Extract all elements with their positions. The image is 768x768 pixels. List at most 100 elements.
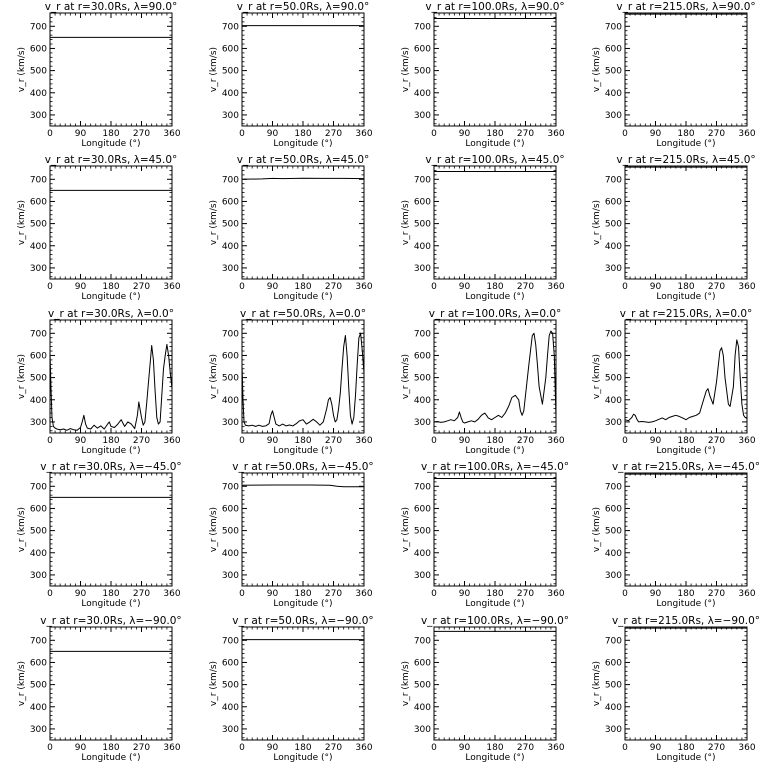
plot-frame [49, 12, 173, 127]
x-axis-label: Longitude (°) [273, 599, 332, 609]
y-tick-label: 500 [414, 220, 431, 230]
x-tick-label: 360 [547, 436, 564, 446]
y-tick-label: 700 [414, 22, 431, 32]
y-tick-label: 700 [30, 22, 47, 32]
plot-frame [624, 626, 748, 741]
x-tick-label: 90 [267, 436, 279, 446]
x-tick-label: 270 [133, 589, 150, 599]
x-tick-label: 180 [102, 282, 119, 292]
y-tick-label: 300 [605, 111, 622, 121]
y-tick-label: 600 [605, 504, 622, 514]
y-tick-label: 500 [605, 220, 622, 230]
x-tick-label: 360 [355, 589, 372, 599]
x-axis-label: Longitude (°) [81, 599, 140, 609]
y-tick-label: 600 [414, 197, 431, 207]
x-tick-label: 180 [677, 282, 694, 292]
y-tick-label: 600 [414, 504, 431, 514]
subplot: v_r at r=50.0Rs, λ=−90.0° 0 90 180 270 360 300… [209, 615, 374, 763]
y-tick-label: 500 [605, 67, 622, 77]
x-tick-label: 90 [459, 129, 471, 139]
subplot-title: v_r at r=100.0Rs, λ=−90.0° [421, 615, 569, 627]
y-tick-label: 600 [222, 197, 239, 207]
x-axis-label: Longitude (°) [81, 139, 140, 149]
subplot-title: v_r at r=50.0Rs, λ=45.0° [237, 154, 370, 166]
x-axis-label: Longitude (°) [656, 599, 715, 609]
y-tick-label: 600 [30, 197, 47, 207]
x-tick-label: 360 [163, 743, 180, 753]
plot-frame [433, 165, 557, 280]
x-tick-label: 0 [622, 129, 628, 139]
x-tick-label: 180 [486, 129, 503, 139]
x-tick-label: 0 [622, 743, 628, 753]
y-tick-label: 500 [222, 527, 239, 537]
plot-frame [433, 319, 557, 434]
y-axis-label: v_r (km/s) [209, 507, 219, 552]
y-tick-label: 300 [222, 571, 239, 581]
y-axis-label: v_r (km/s) [209, 200, 219, 245]
x-tick-label: 90 [459, 436, 471, 446]
subplot: v_r at r=50.0Rs, λ=0.0° 0 90 180 270 360 300 40… [209, 308, 373, 456]
x-tick-label: 90 [650, 589, 662, 599]
y-tick-label: 600 [605, 197, 622, 207]
y-axis-label: v_r (km/s) [592, 47, 602, 92]
y-tick-label: 300 [414, 725, 431, 735]
x-axis-label: Longitude (°) [656, 292, 715, 302]
y-tick-label: 300 [414, 264, 431, 274]
x-tick-label: 0 [431, 589, 437, 599]
y-tick-label: 700 [222, 329, 239, 339]
y-axis-label: v_r (km/s) [592, 661, 602, 706]
y-tick-label: 500 [30, 67, 47, 77]
subplot-title: v_r at r=100.0Rs, λ=0.0° [429, 308, 562, 320]
y-axis-label: v_r (km/s) [401, 661, 411, 706]
x-tick-label: 90 [267, 589, 279, 599]
subplot-title: v_r at r=50.0Rs, λ=−45.0° [232, 461, 373, 473]
x-tick-label: 180 [677, 589, 694, 599]
y-tick-label: 400 [605, 549, 622, 559]
x-tick-label: 270 [708, 743, 725, 753]
y-tick-label: 500 [414, 527, 431, 537]
y-tick-label: 500 [414, 374, 431, 384]
y-axis-label: v_r (km/s) [209, 47, 219, 92]
x-tick-label: 360 [547, 282, 564, 292]
x-tick-label: 0 [47, 282, 53, 292]
plot-frame [49, 626, 173, 741]
x-tick-label: 270 [517, 589, 534, 599]
y-tick-label: 400 [222, 703, 239, 713]
x-tick-label: 90 [650, 129, 662, 139]
y-tick-label: 300 [30, 418, 47, 428]
x-tick-label: 360 [547, 589, 564, 599]
plot-frame [624, 472, 748, 587]
x-tick-label: 360 [738, 129, 755, 139]
subplot-title: v_r at r=30.0Rs, λ=−90.0° [40, 615, 181, 627]
x-axis-label: Longitude (°) [81, 753, 140, 763]
plot-frame [241, 472, 365, 587]
x-tick-label: 0 [622, 282, 628, 292]
y-tick-label: 700 [605, 329, 622, 339]
x-tick-label: 360 [355, 743, 372, 753]
y-tick-label: 500 [414, 67, 431, 77]
y-tick-label: 700 [222, 22, 239, 32]
x-tick-label: 0 [239, 129, 245, 139]
subplot: v_r at r=100.0Rs, λ=0.0° 0 90 180 270 360 300 4… [401, 308, 565, 456]
x-tick-label: 90 [75, 743, 87, 753]
plot-frame [49, 165, 173, 280]
x-tick-label: 270 [517, 282, 534, 292]
y-tick-label: 600 [605, 44, 622, 54]
series-line [49, 343, 173, 431]
subplot: v_r at r=30.0Rs, λ=0.0° 0 90 180 270 360 300 40… [17, 308, 181, 456]
x-tick-label: 180 [294, 743, 311, 753]
plot-frame [433, 626, 557, 741]
y-axis-label: v_r (km/s) [17, 354, 27, 399]
y-tick-label: 400 [414, 549, 431, 559]
subplot: v_r at r=100.0Rs, λ=90.0° 0 90 180 270 360 300… [401, 1, 565, 149]
x-tick-label: 90 [75, 129, 87, 139]
y-tick-label: 500 [222, 67, 239, 77]
y-axis-label: v_r (km/s) [17, 661, 27, 706]
y-tick-label: 700 [414, 636, 431, 646]
subplot: v_r at r=100.0Rs, λ=−45.0° 0 90 180 270 360 30… [401, 461, 569, 609]
subplot: v_r at r=30.0Rs, λ=−45.0° 0 90 180 270 360 300… [17, 461, 182, 609]
x-tick-label: 0 [239, 589, 245, 599]
subplot: v_r at r=50.0Rs, λ=90.0° 0 90 180 270 360 300 4… [209, 1, 373, 149]
y-tick-label: 300 [222, 418, 239, 428]
